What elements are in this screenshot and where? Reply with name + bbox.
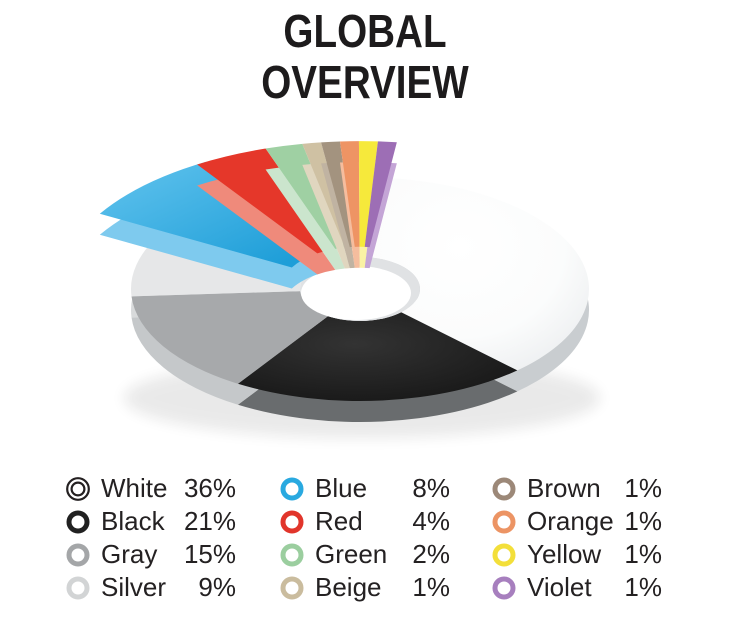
legend-label: Orange [527,506,614,536]
pie-slice-yellow [358,141,378,247]
pie-slice-beige-wall [302,163,350,269]
legend-item-gray: Gray 15% [66,538,236,571]
legend-value: 8% [412,473,450,503]
beige-ring-icon [280,576,304,599]
pie-slice-red [197,148,336,254]
legend-label: Black [101,506,165,536]
title-line-1: GLOBAL [283,5,447,57]
legend-item-black: Black 21% [66,505,236,538]
legend-value: 21% [183,506,236,536]
legend-label: White [101,473,168,503]
pie-slice-brown-wall [321,162,355,269]
legend-label: Yellow [527,539,602,569]
legend-value: 9% [198,572,236,602]
legend-value: 1% [624,539,662,569]
blue-ring-icon [280,477,304,500]
legend-item-green: Green 2% [280,538,450,571]
pie-slice-black [237,312,518,401]
legend-column-1: White 36% Black 21% Gray 15% Silver 9% [66,472,236,604]
orange-ring-icon [492,510,516,533]
legend-column-3: Brown 1% Orange 1% Yellow 1% Violet 1% [492,472,662,604]
white-ring-icon [66,476,90,501]
pie-slice-orange [339,141,360,247]
pie-slice-violet [364,141,397,248]
legend-item-violet: Violet 1% [492,571,662,604]
legend-label: Silver [101,572,167,602]
silver-ring-icon [66,576,90,599]
legend-item-brown: Brown 1% [492,472,662,505]
legend-value: 15% [183,539,236,569]
legend-value: 1% [624,473,662,503]
red-ring-icon [280,510,304,533]
page-title: GLOBAL OVERVIEW [0,6,730,108]
brown-ring-icon [492,477,516,500]
legend-label: Green [315,539,388,569]
pie-slice-blue [99,161,320,268]
legend-value: 36% [183,473,236,503]
legend-value: 1% [412,572,450,602]
legend-item-red: Red 4% [280,505,450,538]
legend-label: Violet [527,572,592,602]
pie-slice-green [265,143,345,249]
donut-hole [301,266,411,320]
legend-value: 1% [624,572,662,602]
pie-slice-green-wall [265,164,345,270]
legend-item-beige: Beige 1% [280,571,450,604]
chart-legend: White 36% Black 21% Gray 15% Silver 9% Blue 8% Red… [0,472,730,612]
yellow-ring-icon [492,543,516,566]
title-line-2: OVERVIEW [261,56,469,108]
legend-item-yellow: Yellow 1% [492,538,662,571]
exploded-slices [99,141,397,289]
legend-label: Gray [101,539,158,569]
legend-label: Blue [315,473,368,503]
legend-item-white: White 36% [66,472,236,505]
pie-slice-white [367,177,590,371]
green-ring-icon [280,543,304,566]
gray-ring-icon [66,543,90,566]
legend-label: Brown [527,473,601,503]
black-ring-icon [66,510,90,533]
pie-slice-red-wall [197,169,336,275]
legend-column-2: Blue 8% Red 4% Green 2% Beige 1% [280,472,450,604]
pie-slice-gray [131,291,329,384]
legend-item-blue: Blue 8% [280,472,450,505]
legend-value: 4% [412,506,450,536]
legend-label: Red [315,506,363,536]
legend-value: 1% [624,506,662,536]
pie-slice-brown [321,141,355,248]
legend-label: Beige [315,572,382,602]
violet-ring-icon [492,576,516,599]
legend-item-orange: Orange 1% [492,505,662,538]
legend-value: 2% [412,539,450,569]
pie-slice-violet-wall [364,162,397,269]
legend-item-silver: Silver 9% [66,571,236,604]
